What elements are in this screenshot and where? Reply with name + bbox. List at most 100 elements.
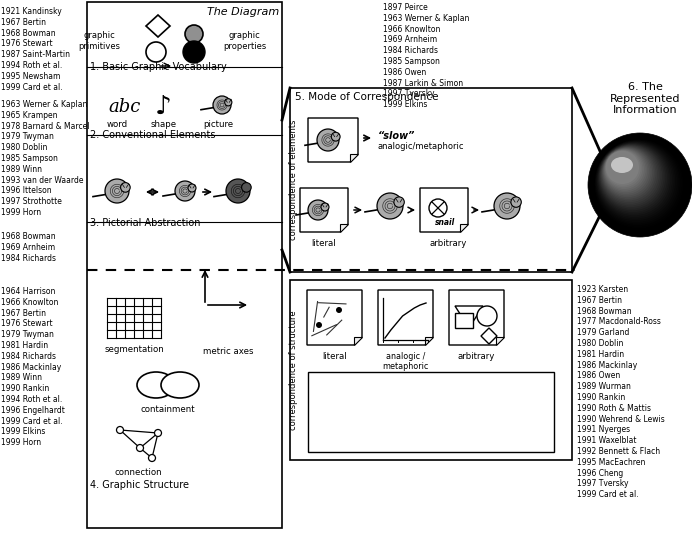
Text: 1981 Hardin: 1981 Hardin xyxy=(577,350,624,359)
Circle shape xyxy=(595,140,679,223)
Text: 1980 Doblin: 1980 Doblin xyxy=(1,143,47,152)
Text: 1999 Card et al.: 1999 Card et al. xyxy=(577,490,639,499)
Text: 1999 Horn: 1999 Horn xyxy=(1,208,41,217)
Circle shape xyxy=(602,147,653,197)
Text: 1968 Bowman: 1968 Bowman xyxy=(1,232,55,241)
Circle shape xyxy=(602,147,654,199)
Text: 1. Basic Graphic Vocabulary: 1. Basic Graphic Vocabulary xyxy=(90,62,227,72)
Text: 1996 Ittelson: 1996 Ittelson xyxy=(1,186,52,195)
Text: snail: snail xyxy=(435,218,455,227)
Polygon shape xyxy=(340,224,348,232)
Circle shape xyxy=(511,197,521,207)
Text: word: word xyxy=(107,120,127,129)
Text: 1923 Karsten: 1923 Karsten xyxy=(577,285,628,294)
Circle shape xyxy=(597,142,672,217)
Circle shape xyxy=(601,146,655,201)
Polygon shape xyxy=(308,118,358,162)
Circle shape xyxy=(605,150,642,188)
Text: 6. The
Represented
Information: 6. The Represented Information xyxy=(610,82,680,115)
Text: 1999 Card et al.: 1999 Card et al. xyxy=(1,82,62,92)
Text: 1976 Stewart: 1976 Stewart xyxy=(1,40,53,48)
Circle shape xyxy=(149,454,156,461)
Circle shape xyxy=(603,148,649,194)
Text: 1980 Doblin: 1980 Doblin xyxy=(577,339,623,348)
Text: 1985 Sampson: 1985 Sampson xyxy=(383,57,440,66)
Text: 1987 Larkin & Simon: 1987 Larkin & Simon xyxy=(383,79,463,87)
Text: 1989 Wurman: 1989 Wurman xyxy=(577,382,631,391)
Bar xyxy=(455,313,473,328)
Polygon shape xyxy=(307,290,362,345)
Text: 1987 Saint-Martin: 1987 Saint-Martin xyxy=(1,50,70,59)
Text: ♪: ♪ xyxy=(155,95,172,121)
Text: 1963 Werner & Kaplan: 1963 Werner & Kaplan xyxy=(383,14,469,23)
Text: 1986 Mackinlay: 1986 Mackinlay xyxy=(1,362,62,372)
Text: 1990 Wehrend & Lewis: 1990 Wehrend & Lewis xyxy=(577,415,665,424)
Circle shape xyxy=(394,197,404,207)
Text: 1967 Bertin: 1967 Bertin xyxy=(577,296,622,305)
Circle shape xyxy=(494,193,520,219)
Text: arbitrary: arbitrary xyxy=(429,239,466,248)
Text: 1984 Richards: 1984 Richards xyxy=(383,46,438,55)
Text: 1976 Stewart: 1976 Stewart xyxy=(1,320,53,328)
Circle shape xyxy=(597,142,673,219)
Text: 1989 Winn: 1989 Winn xyxy=(1,373,42,382)
Text: correspondence of structure: correspondence of structure xyxy=(289,310,298,430)
Circle shape xyxy=(316,322,322,328)
Circle shape xyxy=(605,150,644,189)
Polygon shape xyxy=(420,188,468,232)
Circle shape xyxy=(601,146,659,204)
Text: metric axes: metric axes xyxy=(203,347,253,356)
Text: 1997 Tversky: 1997 Tversky xyxy=(383,90,435,98)
Bar xyxy=(308,372,554,452)
Ellipse shape xyxy=(137,372,175,398)
Circle shape xyxy=(185,25,203,43)
Text: 1994 Roth et al.: 1994 Roth et al. xyxy=(1,395,62,404)
Circle shape xyxy=(429,199,447,217)
Bar xyxy=(290,88,572,272)
Text: “slow”: “slow” xyxy=(378,131,415,141)
Ellipse shape xyxy=(611,157,633,173)
Circle shape xyxy=(377,193,403,219)
Circle shape xyxy=(154,430,161,437)
Circle shape xyxy=(136,444,143,452)
Circle shape xyxy=(594,140,682,227)
Circle shape xyxy=(225,98,232,106)
Bar xyxy=(290,280,572,460)
Circle shape xyxy=(606,150,641,186)
Text: 1997 Strothotte: 1997 Strothotte xyxy=(1,197,62,206)
Text: 1996 Engelhardt: 1996 Engelhardt xyxy=(1,406,65,415)
Polygon shape xyxy=(425,337,433,345)
Polygon shape xyxy=(354,337,362,345)
Text: 1995 MacEachren: 1995 MacEachren xyxy=(577,458,646,467)
Circle shape xyxy=(242,183,251,192)
Circle shape xyxy=(477,306,497,326)
Circle shape xyxy=(588,133,692,237)
Text: 1979 Twyman: 1979 Twyman xyxy=(1,330,54,339)
Circle shape xyxy=(593,138,686,232)
Circle shape xyxy=(596,141,677,222)
Text: 1990 Rankin: 1990 Rankin xyxy=(577,393,626,402)
Polygon shape xyxy=(460,224,468,232)
Circle shape xyxy=(606,151,639,184)
Circle shape xyxy=(598,143,668,214)
Text: 1999 Horn: 1999 Horn xyxy=(1,438,41,447)
Circle shape xyxy=(188,184,196,192)
Text: containment: containment xyxy=(140,405,195,414)
Text: 1990 Roth & Mattis: 1990 Roth & Mattis xyxy=(577,404,651,413)
Polygon shape xyxy=(300,188,348,232)
Text: connection: connection xyxy=(114,468,162,477)
Text: analogic /
metaphoric: analogic / metaphoric xyxy=(382,352,428,371)
Text: abc: abc xyxy=(108,98,140,116)
Text: 1963 Werner & Kaplan: 1963 Werner & Kaplan xyxy=(1,100,87,109)
Text: picture: picture xyxy=(203,120,233,129)
Text: 1984 Richards: 1984 Richards xyxy=(1,352,56,361)
Text: 1981 Hardin: 1981 Hardin xyxy=(1,341,48,350)
Text: 1994 Roth et al.: 1994 Roth et al. xyxy=(1,61,62,70)
Text: 1965 Krampen: 1965 Krampen xyxy=(1,111,57,120)
Bar xyxy=(87,2,282,528)
Text: 1991 Nyerges: 1991 Nyerges xyxy=(577,425,630,435)
Circle shape xyxy=(595,140,680,225)
Text: 1986 Owen: 1986 Owen xyxy=(383,68,426,77)
Text: literal: literal xyxy=(322,352,347,361)
Polygon shape xyxy=(481,328,497,344)
